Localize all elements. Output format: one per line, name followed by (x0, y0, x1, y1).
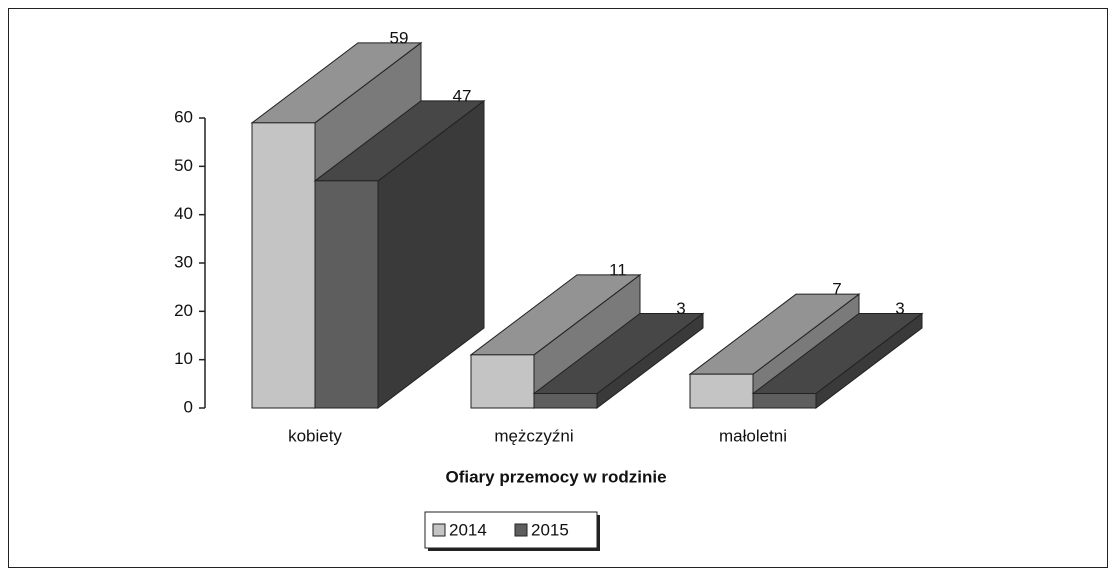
legend-swatch (432, 523, 446, 537)
y-tick-label: 40 (174, 204, 193, 223)
legend-swatch (514, 523, 528, 537)
x-tick-label: mężczyźni (494, 426, 573, 445)
legend-label: 2015 (531, 520, 569, 539)
legend-label: 2014 (449, 520, 487, 539)
y-tick-label: 50 (174, 156, 193, 175)
bar (752, 393, 817, 409)
legend (424, 511, 598, 549)
y-tick-label: 20 (174, 301, 193, 320)
bar (251, 122, 316, 409)
y-tick-label: 60 (174, 107, 193, 126)
x-tick-label: małoletni (719, 426, 787, 445)
y-tick-label: 0 (184, 397, 193, 416)
value-label: 47 (453, 86, 472, 105)
x-axis-label: Ofiary przemocy w rodzinie (445, 467, 666, 486)
value-label: 3 (676, 299, 685, 318)
value-label: 59 (390, 28, 409, 47)
bar (314, 180, 379, 409)
y-tick-label: 10 (174, 349, 193, 368)
x-tick-label: kobiety (288, 426, 342, 445)
y-tick-label: 30 (174, 252, 193, 271)
bar (470, 354, 535, 409)
value-label: 11 (609, 260, 627, 279)
bar (533, 393, 598, 409)
chart-frame (8, 8, 1108, 568)
value-label: 7 (832, 280, 841, 299)
bar (689, 373, 754, 409)
value-label: 3 (895, 299, 904, 318)
